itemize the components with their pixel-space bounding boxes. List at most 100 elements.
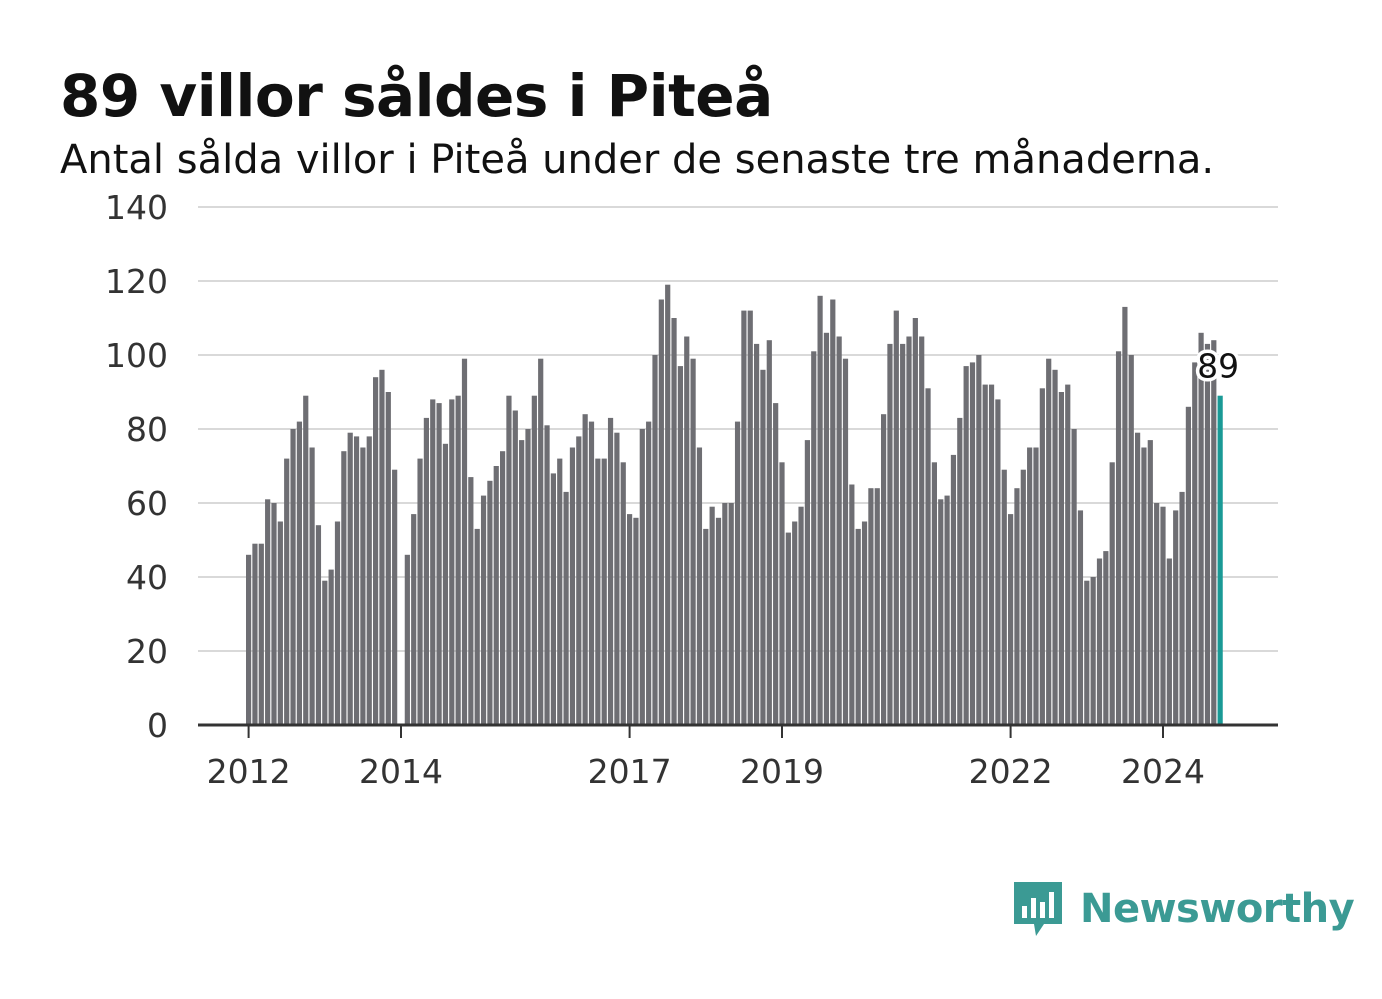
bar: [881, 414, 887, 725]
bar: [315, 525, 322, 725]
bar: [1115, 351, 1122, 725]
bar: [449, 399, 455, 725]
bar: [919, 336, 925, 725]
newsworthy-logo-icon: [1014, 882, 1062, 936]
bar: [715, 517, 722, 725]
bar: [938, 499, 944, 725]
latest-value-label: 89: [1197, 347, 1239, 386]
bar: [709, 506, 715, 725]
x-tick-label: 2024: [1121, 752, 1205, 791]
bar: [417, 458, 423, 725]
bar: [988, 384, 995, 725]
bar: [309, 447, 315, 725]
bar: [480, 495, 487, 725]
bar: [874, 488, 880, 725]
bar: [836, 336, 842, 725]
y-tick-label: 100: [105, 336, 168, 375]
bar: [1166, 558, 1172, 725]
bar: [1052, 369, 1058, 725]
bar: [544, 425, 550, 725]
bar: [1192, 362, 1198, 725]
x-tick-label: 2012: [207, 752, 291, 791]
chart-subtitle: Antal sålda villor i Piteå under de sena…: [60, 137, 1215, 183]
bar: [328, 569, 334, 725]
bar: [855, 528, 861, 725]
bar: [1020, 469, 1026, 725]
bar: [741, 310, 747, 725]
bar: [423, 417, 429, 725]
bar: [366, 436, 372, 725]
bars: [246, 284, 1223, 725]
bar: [798, 506, 804, 725]
bar: [804, 440, 810, 725]
bar: [506, 395, 512, 725]
bar: [455, 395, 461, 725]
bar: [1046, 358, 1052, 725]
bar: [1027, 447, 1033, 725]
bar: [995, 399, 1001, 725]
bar: [893, 310, 899, 725]
bar: [1103, 551, 1109, 725]
bar: [861, 521, 868, 725]
bar: [258, 543, 264, 725]
bar: [493, 466, 499, 725]
bar: [665, 284, 671, 725]
bar: [487, 480, 493, 725]
bar: [1128, 355, 1134, 725]
bar: [436, 403, 442, 725]
bar: [595, 458, 601, 725]
bar: [474, 528, 480, 725]
bar: [1122, 306, 1128, 725]
bar: [779, 462, 785, 725]
bar: [1109, 462, 1115, 725]
bar: [728, 503, 734, 725]
bar: [823, 332, 830, 725]
bar: [944, 495, 950, 725]
bar: [1001, 469, 1007, 725]
bar: [1090, 577, 1096, 725]
bar: [792, 521, 798, 725]
bar: [284, 458, 290, 725]
bar: [1008, 514, 1014, 725]
bar: [658, 299, 664, 725]
bar: [252, 543, 258, 725]
bar: [811, 351, 817, 725]
bar: [747, 310, 753, 725]
x-tick-label: 2014: [359, 752, 443, 791]
bar: [1058, 392, 1064, 725]
bar: [646, 421, 652, 725]
bar: [887, 343, 893, 725]
bar: [1154, 503, 1160, 725]
bar: [512, 410, 518, 725]
chart-title: 89 villor såldes i Piteå: [60, 62, 773, 130]
bar: [531, 395, 537, 725]
bar: [773, 403, 779, 725]
bar: [950, 454, 957, 725]
bar: [500, 451, 506, 725]
bar: [722, 503, 728, 725]
bar: [1173, 510, 1179, 725]
bar: [900, 343, 906, 725]
bar: [277, 521, 283, 725]
bar: [322, 580, 328, 725]
bar: [1084, 580, 1090, 725]
x-tick-label: 2017: [588, 752, 672, 791]
bar: [550, 473, 556, 725]
bar: [963, 366, 969, 725]
bar: [684, 336, 690, 725]
bar: [468, 477, 474, 725]
x-tick-label: 2022: [969, 752, 1053, 791]
bar: [347, 432, 353, 725]
bar: [671, 318, 677, 725]
bar: [601, 458, 607, 725]
bar: [912, 318, 918, 725]
bar: [290, 429, 296, 725]
bar: [785, 532, 791, 725]
bar: [620, 462, 626, 725]
brand-name: Newsworthy: [1080, 886, 1355, 932]
bar: [392, 469, 398, 725]
bar: [271, 503, 277, 725]
bar: [265, 499, 271, 725]
y-tick-label: 20: [126, 632, 168, 671]
bar: [1160, 506, 1166, 725]
